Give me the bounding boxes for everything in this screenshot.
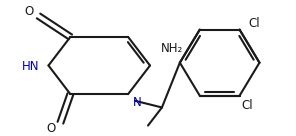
- Text: O: O: [24, 5, 33, 18]
- Text: N: N: [133, 96, 141, 109]
- Text: NH₂: NH₂: [161, 42, 183, 55]
- Text: Cl: Cl: [249, 17, 260, 30]
- Text: Cl: Cl: [242, 99, 253, 112]
- Text: O: O: [47, 122, 56, 135]
- Text: HN: HN: [22, 60, 39, 73]
